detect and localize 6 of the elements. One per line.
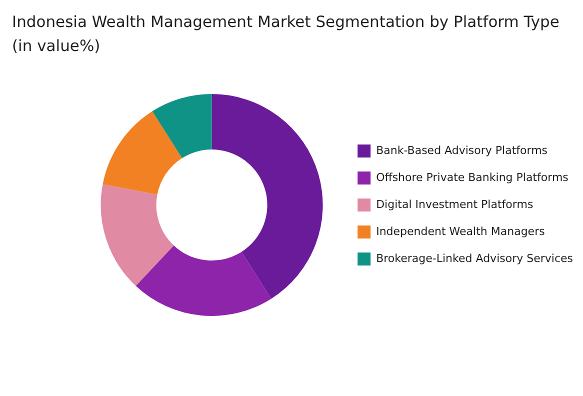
legend-label: Offshore Private Banking Platforms <box>376 170 569 184</box>
legend-label: Independent Wealth Managers <box>376 224 546 238</box>
legend-label: Digital Investment Platforms <box>376 198 534 211</box>
legend-label: Brokerage-Linked Advisory Services <box>376 252 574 265</box>
chart-title: Indonesia Wealth Management Market Segmentation by Platform Type (in value%) <box>12 12 560 57</box>
legend-label: Bank-Based Advisory Platforms <box>376 144 548 157</box>
